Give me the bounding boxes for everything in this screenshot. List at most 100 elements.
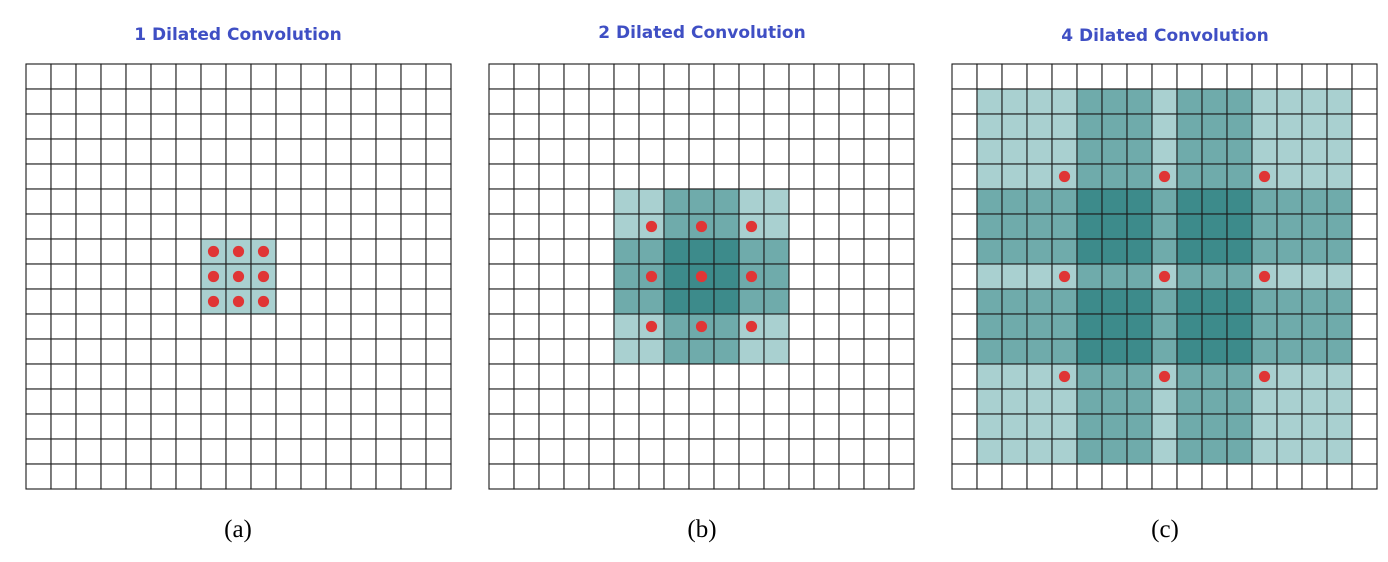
grid-cell [663,213,690,240]
grid-cell [488,338,515,365]
grid-cell [25,338,52,365]
grid-cell [1301,363,1328,390]
grid-cell [888,363,915,390]
grid-cell [1076,288,1103,315]
grid-cell [863,413,890,440]
grid-cell [225,88,252,115]
grid-cell [1301,163,1328,190]
grid-cell [888,88,915,115]
grid-cell [713,213,740,240]
grid-cell [425,413,452,440]
grid-cell [300,138,327,165]
grid-cell [1026,188,1053,215]
grid-cell [50,63,77,90]
grid-cell [788,88,815,115]
grid-cell [1201,88,1228,115]
grid-cell [425,313,452,340]
grid-cell [588,63,615,90]
grid-cell [1301,213,1328,240]
grid-cell [1301,338,1328,365]
grid-cell [763,363,790,390]
grid-cell [1276,213,1303,240]
grid-cell [838,388,865,415]
grid-cell [375,288,402,315]
grid-cell [838,63,865,90]
grid-cell [951,413,978,440]
grid-cell [563,338,590,365]
grid-cell [763,163,790,190]
grid-cell [538,338,565,365]
grid-cell [688,388,715,415]
grid-cell [325,63,352,90]
grid-cell [1126,138,1153,165]
grid-cell [663,313,690,340]
grid-cell [563,363,590,390]
grid-cell [976,213,1003,240]
grid-cell [1001,438,1028,465]
grid-cell [838,163,865,190]
grid-cell [75,288,102,315]
grid-cell [976,238,1003,265]
grid-cell [888,463,915,490]
grid-cell [325,263,352,290]
grid-cell [425,188,452,215]
grid-cell [1351,413,1378,440]
grid-cell [713,188,740,215]
grid-cell [1176,113,1203,140]
kernel-dot [695,220,708,233]
grid-cell [50,188,77,215]
grid-cell [300,63,327,90]
grid-cell [538,313,565,340]
grid-cell [688,238,715,265]
grid-cell [1151,463,1178,490]
grid-cell [350,388,377,415]
grid-cell [1201,363,1228,390]
grid-cell [150,113,177,140]
grid-cell [100,163,127,190]
grid-cell [1026,138,1053,165]
grid-cell [125,213,152,240]
grid-cell [275,113,302,140]
grid-cell [375,338,402,365]
kernel-dot [207,295,220,308]
kernel-dot [1058,270,1071,283]
grid-cell [1251,338,1278,365]
grid-cell [888,113,915,140]
grid-cell [513,113,540,140]
grid-cell [1326,288,1353,315]
grid-cell [788,288,815,315]
grid-cell [150,163,177,190]
grid-cell [175,288,202,315]
grid-cell [863,138,890,165]
grid-cell [763,263,790,290]
grid-cell [125,238,152,265]
grid-cell [588,163,615,190]
kernel-dot [645,320,658,333]
grid-cell [1076,438,1103,465]
grid-cell [951,88,978,115]
grid-cell [788,188,815,215]
grid-cell [125,288,152,315]
grid-cell [738,438,765,465]
grid-cell [125,263,152,290]
kernel-dot [1058,370,1071,383]
grid-cell [976,263,1003,290]
grid-cell [1101,88,1128,115]
grid-cell [1076,363,1103,390]
grid-cell [1326,163,1353,190]
grid-cell [538,163,565,190]
grid-cell [638,363,665,390]
grid-cell [150,413,177,440]
grid-cell [563,88,590,115]
grid-cell [75,63,102,90]
grid-cell [538,438,565,465]
grid-cell [863,313,890,340]
grid-cell [400,63,427,90]
grid-cell [613,213,640,240]
grid-cell [588,363,615,390]
grid-cell [513,188,540,215]
grid-cell [1126,238,1153,265]
grid-cell [951,288,978,315]
grid-cell [713,438,740,465]
kernel-dot [257,270,270,283]
